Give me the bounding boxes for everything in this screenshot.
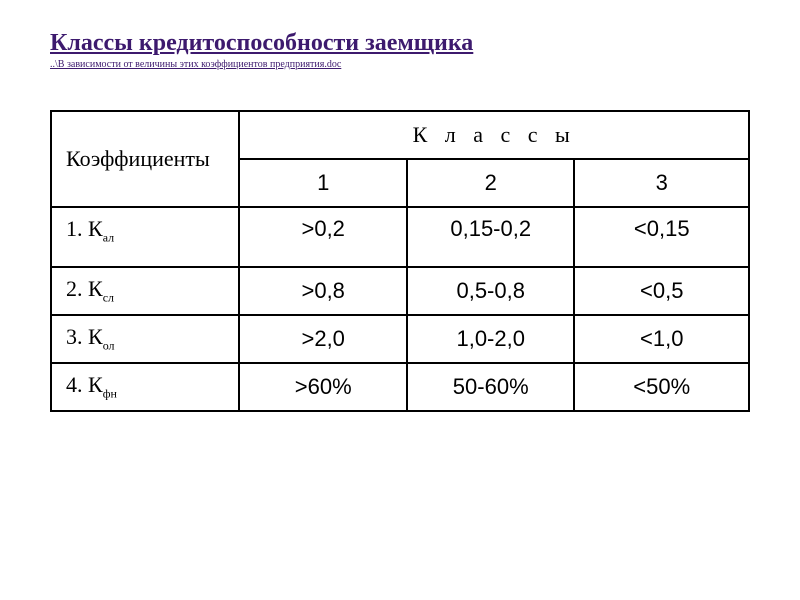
coefficient-table: Коэффициенты К л а с с ы 1 2 3 1. Кал >0… xyxy=(50,110,750,412)
class-number: 2 xyxy=(407,159,575,207)
table-row: 3. Кол >2,0 1,0-2,0 <1,0 xyxy=(51,315,749,363)
header-coefficients: Коэффициенты xyxy=(51,111,239,207)
table-row: 2. Ксл >0,8 0,5-0,8 <0,5 xyxy=(51,267,749,315)
coef-sub: фн xyxy=(103,387,117,401)
value-cell: >0,8 xyxy=(239,267,407,315)
value-cell: 50-60% xyxy=(407,363,575,411)
table-row: 4. Кфн >60% 50-60% <50% xyxy=(51,363,749,411)
value-cell: 1,0-2,0 xyxy=(407,315,575,363)
page-subtitle: ..\В зависимости от величины этих коэффи… xyxy=(50,59,750,70)
value-cell: 0,15-0,2 xyxy=(407,207,575,267)
page-title: Классы кредитоспособности заемщика xyxy=(50,30,473,56)
coef-cell: 2. Ксл xyxy=(51,267,239,315)
coef-sub: сл xyxy=(103,291,114,305)
title-block: Классы кредитоспособности заемщика ..\В … xyxy=(50,30,750,70)
coef-main: 2. К xyxy=(66,276,103,301)
table-row: 1. Кал >0,2 0,15-0,2 <0,15 xyxy=(51,207,749,267)
value-cell: >0,2 xyxy=(239,207,407,267)
class-number: 3 xyxy=(574,159,749,207)
value-cell: >60% xyxy=(239,363,407,411)
coef-cell: 4. Кфн xyxy=(51,363,239,411)
value-cell: <50% xyxy=(574,363,749,411)
coef-main: 4. К xyxy=(66,372,103,397)
value-cell: <0,5 xyxy=(574,267,749,315)
class-number: 1 xyxy=(239,159,407,207)
value-cell: 0,5-0,8 xyxy=(407,267,575,315)
value-cell: <0,15 xyxy=(574,207,749,267)
coef-sub: ол xyxy=(103,339,115,353)
coef-main: 3. К xyxy=(66,324,103,349)
value-cell: <1,0 xyxy=(574,315,749,363)
value-cell: >2,0 xyxy=(239,315,407,363)
coef-cell: 1. Кал xyxy=(51,207,239,267)
coef-cell: 3. Кол xyxy=(51,315,239,363)
header-classes: К л а с с ы xyxy=(239,111,749,159)
coef-sub: ал xyxy=(103,230,114,244)
coef-main: 1. К xyxy=(66,216,103,241)
